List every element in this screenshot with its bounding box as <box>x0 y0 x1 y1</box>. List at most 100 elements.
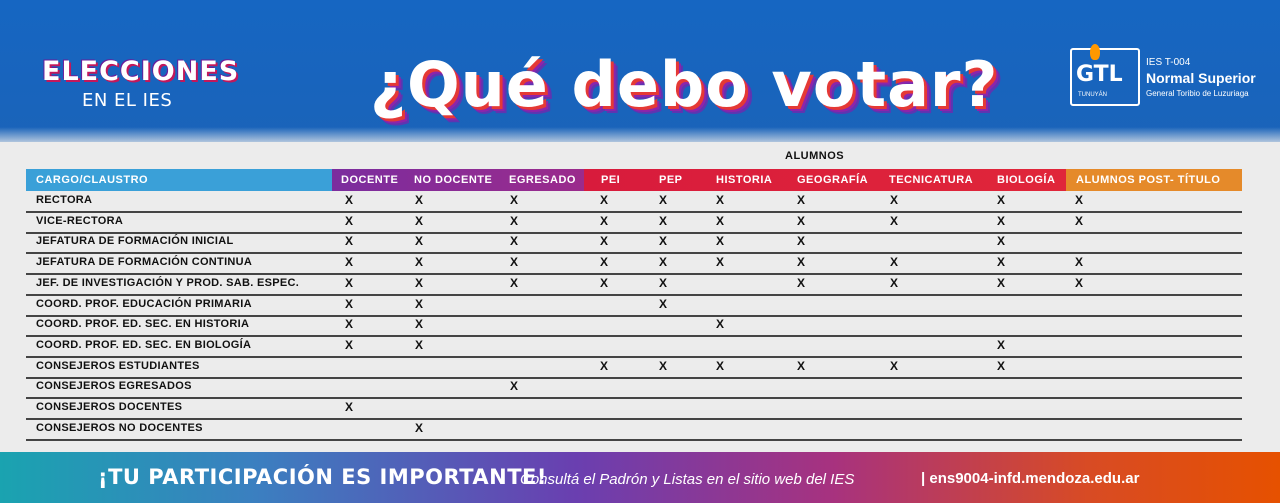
vote-mark: X <box>659 296 668 311</box>
vote-mark: X <box>890 358 899 373</box>
vote-mark: X <box>997 275 1006 290</box>
col-no-docente: NO DOCENTE <box>414 174 493 186</box>
footer-note: Consultá el Padrón y Listas en el sitio … <box>520 471 855 488</box>
logo-letters: GTL <box>1076 62 1123 87</box>
col-pei: PEI <box>601 174 621 186</box>
vote-mark: X <box>345 400 354 414</box>
vote-mark: X <box>716 234 725 249</box>
institution-name: Normal Superior <box>1146 70 1256 86</box>
vote-mark: X <box>659 255 668 270</box>
header-post-titulo: ALUMNOS POST- TÍTULO <box>1066 169 1242 191</box>
vote-mark: X <box>716 358 725 373</box>
vote-mark: X <box>997 358 1006 373</box>
vote-mark: X <box>510 255 519 270</box>
table-row: JEF. DE INVESTIGACIÓN Y PROD. SAB. ESPEC… <box>26 274 1242 296</box>
footer-emphasis: ¡TU PARTICIPACIÓN ES IMPORTANTE! <box>98 465 547 489</box>
vote-mark: X <box>415 296 424 311</box>
logo-place: TUNUYÁN <box>1078 92 1108 98</box>
row-label: VICE-RECTORA <box>36 214 124 227</box>
page-headline: ¿Qué debo votar? <box>370 48 999 121</box>
vote-mark: X <box>600 234 609 249</box>
vote-mark: X <box>415 275 424 290</box>
vote-mark: X <box>797 255 806 270</box>
vote-mark: X <box>600 275 609 290</box>
vote-mark: X <box>1075 255 1084 270</box>
table-row: RECTORA X X X X X X X X X X <box>26 191 1242 213</box>
vote-mark: X <box>415 255 424 270</box>
vote-mark: X <box>890 275 899 290</box>
table-row: COORD. PROF. ED. SEC. EN HISTORIA X X X <box>26 315 1242 338</box>
vote-mark: X <box>600 255 609 270</box>
vote-mark: X <box>345 275 354 290</box>
row-label: CONSEJEROS EGRESADOS <box>36 380 192 393</box>
row-label: CONSEJEROS NO DOCENTES <box>36 421 203 434</box>
footer-bar <box>0 452 1280 503</box>
vote-mark: X <box>345 213 354 228</box>
vote-mark: X <box>659 358 668 373</box>
vote-mark: X <box>415 234 424 249</box>
vote-mark: X <box>797 234 806 249</box>
vote-mark: X <box>716 193 725 207</box>
vote-mark: X <box>415 337 424 352</box>
table-row: VICE-RECTORA X X X X X X X X X X <box>26 212 1242 234</box>
vote-mark: X <box>345 193 354 207</box>
vote-mark: X <box>600 213 609 228</box>
vote-mark: X <box>659 213 668 228</box>
row-label: COORD. PROF. ED. SEC. EN HISTORIA <box>36 318 250 331</box>
vote-mark: X <box>659 193 668 207</box>
footer-url[interactable]: | ens9004-infd.mendoza.edu.ar <box>921 470 1140 487</box>
row-label: CONSEJEROS DOCENTES <box>36 401 183 413</box>
vote-mark: X <box>600 193 609 207</box>
institution-logo <box>1070 48 1140 106</box>
row-label: CONSEJEROS ESTUDIANTES <box>36 359 200 372</box>
vote-mark: X <box>797 358 806 373</box>
vote-mark: X <box>415 420 424 435</box>
vote-mark: X <box>415 317 424 332</box>
row-label: JEFATURA DE FORMACIÓN INICIAL <box>36 235 234 248</box>
vote-mark: X <box>510 379 519 394</box>
col-geografia: GEOGRAFÍA <box>797 174 869 186</box>
vote-mark: X <box>600 358 609 373</box>
vote-mark: X <box>997 213 1006 228</box>
vote-mark: X <box>1075 213 1084 228</box>
vote-mark: X <box>997 234 1006 249</box>
vote-mark: X <box>415 193 424 207</box>
vote-mark: X <box>659 234 668 249</box>
col-docente: DOCENTE <box>341 174 399 186</box>
vote-mark: X <box>415 213 424 228</box>
col-historia: HISTORIA <box>716 174 773 186</box>
row-label: JEF. DE INVESTIGACIÓN Y PROD. SAB. ESPEC… <box>36 276 300 289</box>
vote-mark: X <box>345 296 354 311</box>
row-label: JEFATURA DE FORMACIÓN CONTINUA <box>36 256 253 269</box>
vote-mark: X <box>716 255 725 270</box>
table-row: CONSEJEROS DOCENTES X <box>26 398 1242 420</box>
vote-mark: X <box>797 193 806 207</box>
alumnos-group-label: ALUMNOS <box>785 150 845 162</box>
event-subtitle: EN EL IES <box>82 90 173 111</box>
vote-mark: X <box>890 255 899 270</box>
row-label: COORD. PROF. ED. SEC. EN BIOLOGÍA <box>36 338 252 351</box>
event-title: ELECCIONES <box>42 56 240 87</box>
banner-fade <box>0 118 1280 148</box>
col-cargo: CARGO/CLAUSTRO <box>36 174 149 186</box>
vote-mark: X <box>716 317 725 332</box>
vote-mark: X <box>345 317 354 332</box>
vote-mark: X <box>890 213 899 228</box>
vote-mark: X <box>997 337 1006 352</box>
header-cargo: CARGO/CLAUSTRO <box>26 169 332 191</box>
vote-mark: X <box>797 275 806 290</box>
header-docente-group: DOCENTE NO DOCENTE EGRESADO <box>332 169 584 191</box>
vote-mark: X <box>510 275 519 290</box>
row-label: RECTORA <box>36 194 93 206</box>
vote-mark: X <box>345 255 354 270</box>
vote-mark: X <box>345 337 354 352</box>
vote-mark: X <box>716 213 725 228</box>
vote-mark: X <box>797 213 806 228</box>
row-label: COORD. PROF. EDUCACIÓN PRIMARIA <box>36 297 252 310</box>
vote-mark: X <box>1075 193 1084 207</box>
table-row: COORD. PROF. EDUCACIÓN PRIMARIA X X X <box>26 295 1242 317</box>
vote-mark: X <box>345 234 354 249</box>
vote-mark: X <box>997 193 1006 207</box>
table-row: CONSEJEROS NO DOCENTES X <box>26 419 1242 441</box>
col-biologia: BIOLOGÍA <box>997 174 1056 186</box>
